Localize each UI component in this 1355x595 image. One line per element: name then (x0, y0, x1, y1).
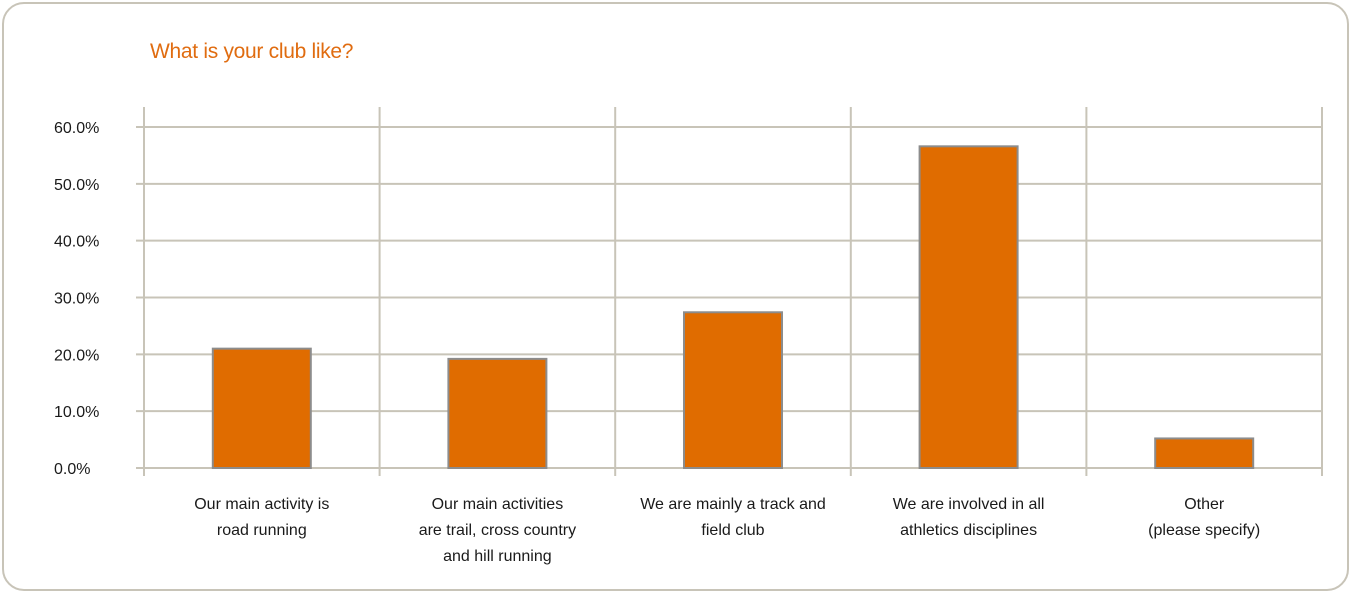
bars (211, 145, 1255, 470)
bar (918, 145, 1019, 469)
chart-title: What is your club like? (150, 40, 354, 63)
y-axis-tick-labels: 0.0% 10.0% 20.0% 30.0% 40.0% 50.0% 60.0% (54, 120, 99, 478)
y-tick-label: 0.0% (54, 461, 90, 478)
y-tick-label: 50.0% (54, 177, 99, 194)
bar (683, 311, 783, 469)
x-axis-category-labels: Our main activity is road running Our main… (194, 496, 1260, 565)
x-category-label: We are involved in all athletics discipli… (893, 496, 1045, 539)
bar (211, 347, 312, 469)
x-category-label: Other (please specify) (1148, 496, 1260, 539)
bar (447, 357, 548, 470)
bar (1154, 437, 1255, 469)
y-tick-label: 20.0% (54, 347, 99, 364)
y-tick-label: 60.0% (54, 120, 99, 137)
x-category-label: Our main activity is road running (194, 496, 329, 539)
y-tick-label: 40.0% (54, 234, 99, 251)
y-tick-label: 10.0% (54, 404, 99, 421)
x-category-label: Our main activities are trail, cross coun… (419, 496, 576, 565)
y-tick-label: 30.0% (54, 291, 99, 308)
x-category-label: We are mainly a track and field club (640, 496, 826, 539)
